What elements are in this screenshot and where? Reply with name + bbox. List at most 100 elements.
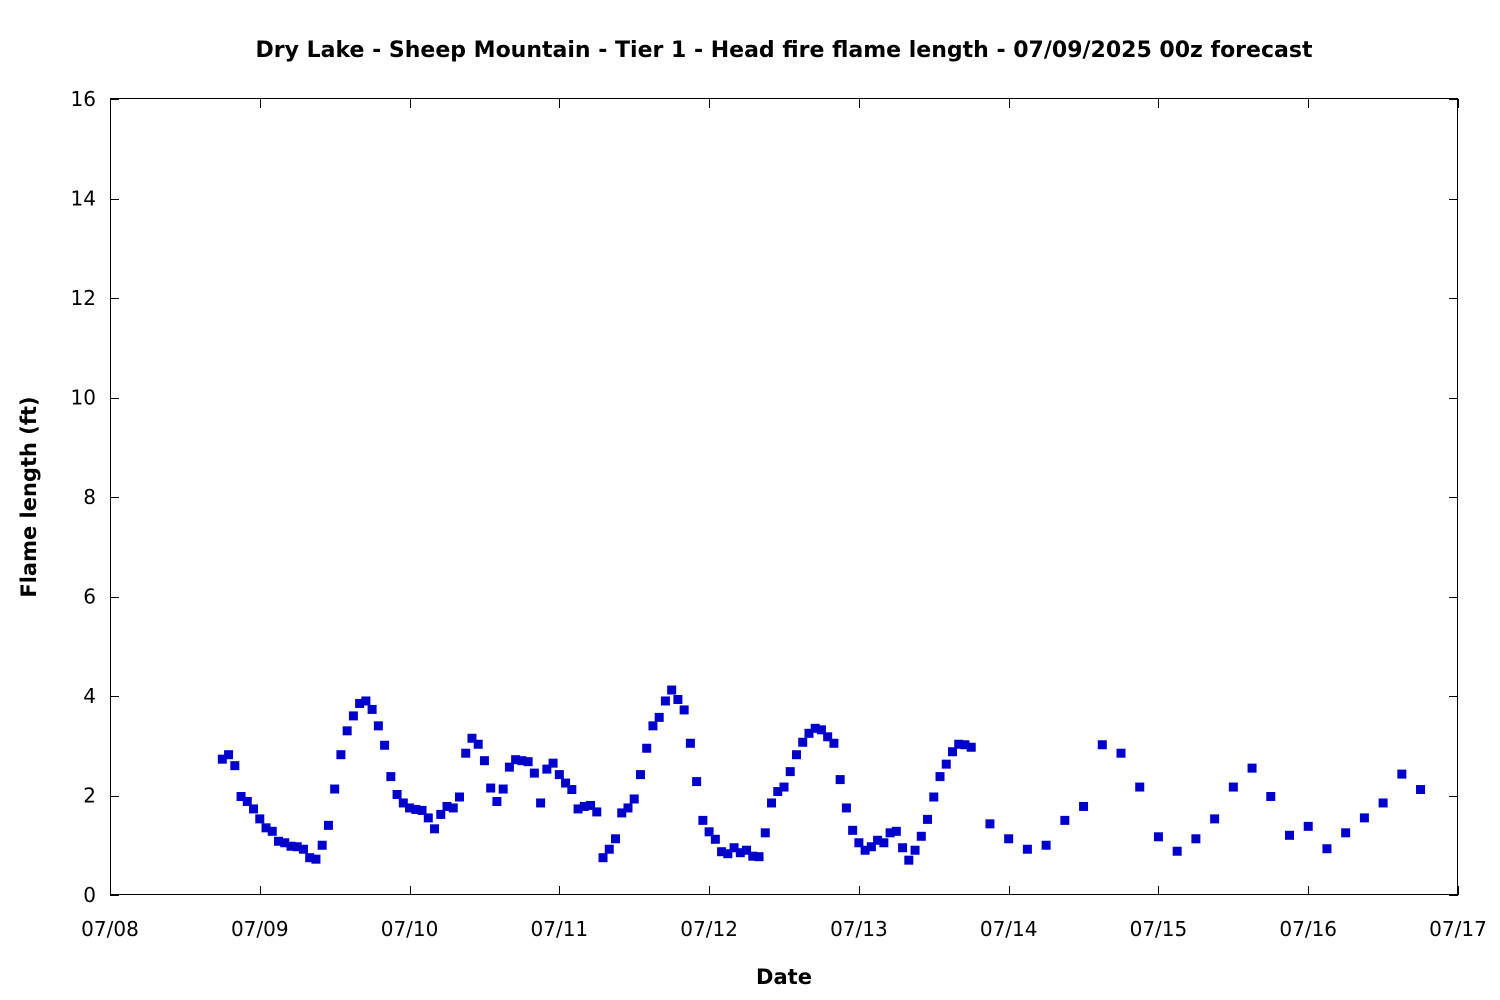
data-point xyxy=(1116,748,1126,758)
data-point xyxy=(1285,830,1294,840)
data-point xyxy=(467,733,477,743)
data-point xyxy=(529,768,539,778)
data-point xyxy=(1416,785,1426,795)
data-point xyxy=(1097,740,1107,750)
data-point xyxy=(698,815,708,825)
data-point xyxy=(411,804,421,814)
data-point xyxy=(311,854,321,864)
data-point xyxy=(598,853,608,863)
data-point xyxy=(623,803,633,813)
data-point xyxy=(511,755,521,765)
data-point xyxy=(380,740,390,750)
data-point xyxy=(1247,763,1257,773)
data-point xyxy=(954,739,964,749)
data-point xyxy=(274,836,283,846)
data-point xyxy=(348,711,358,721)
data-point xyxy=(704,827,714,837)
data-point xyxy=(617,808,627,818)
data-point xyxy=(517,756,527,766)
data-point xyxy=(660,696,670,706)
data-point xyxy=(398,798,408,808)
data-point xyxy=(767,798,777,808)
x-tick-label: 07/17 xyxy=(1429,917,1487,941)
data-point xyxy=(242,796,252,806)
data-point xyxy=(748,851,758,861)
y-axis-label: Flame length (ft) xyxy=(17,396,41,597)
data-point xyxy=(1041,840,1051,850)
data-point xyxy=(823,732,833,742)
data-point xyxy=(579,801,589,811)
data-point xyxy=(985,819,995,829)
data-point xyxy=(592,807,602,817)
data-point xyxy=(554,770,564,780)
data-point xyxy=(1397,769,1407,779)
data-point xyxy=(586,800,596,810)
x-tick-labels: 07/08 07/09 07/10 07/11 07/12 07/13 07/14 07/15… xyxy=(81,917,1487,941)
data-point xyxy=(1378,798,1388,808)
data-point xyxy=(1210,814,1220,824)
data-point xyxy=(685,738,695,748)
data-point xyxy=(941,759,951,769)
data-point xyxy=(336,750,346,760)
y-tick-label: 0 xyxy=(83,883,96,907)
data-point xyxy=(567,785,577,795)
data-point xyxy=(816,725,826,735)
x-tick-label: 07/16 xyxy=(1279,917,1337,941)
x-tick-label: 07/15 xyxy=(1130,917,1188,941)
data-point xyxy=(330,784,340,794)
data-point xyxy=(430,824,440,834)
data-point xyxy=(841,803,851,813)
data-point xyxy=(648,721,658,731)
data-point xyxy=(249,804,259,814)
y-tick-label: 16 xyxy=(71,87,96,111)
data-point xyxy=(1191,834,1201,844)
data-point xyxy=(498,784,508,794)
data-point xyxy=(536,798,546,808)
data-point xyxy=(798,737,808,747)
data-point xyxy=(448,803,458,813)
data-point xyxy=(255,814,265,824)
data-point xyxy=(791,750,801,760)
data-point xyxy=(1079,801,1089,811)
x-tick-label: 07/12 xyxy=(680,917,738,941)
data-point xyxy=(742,845,752,855)
data-point xyxy=(635,770,645,780)
data-point xyxy=(910,845,920,855)
data-point xyxy=(298,844,308,854)
data-point xyxy=(1060,815,1070,825)
data-point xyxy=(236,791,246,801)
data-point xyxy=(342,726,352,736)
data-point xyxy=(773,787,783,797)
data-point xyxy=(542,764,552,774)
data-point xyxy=(891,826,901,836)
data-point xyxy=(280,838,290,848)
data-point xyxy=(873,835,883,845)
data-point xyxy=(779,782,789,792)
data-point xyxy=(292,842,302,852)
data-point xyxy=(629,794,639,804)
data-point xyxy=(486,783,496,793)
data-point xyxy=(405,803,415,813)
data-point xyxy=(1022,844,1032,854)
data-point xyxy=(1228,782,1238,792)
data-point xyxy=(217,754,227,764)
data-point xyxy=(323,820,333,830)
chart-title: Dry Lake - Sheep Mountain - Tier 1 - Hea… xyxy=(256,38,1313,63)
data-point xyxy=(436,809,446,819)
data-point xyxy=(224,750,234,760)
data-point xyxy=(829,738,839,748)
data-point xyxy=(866,842,876,852)
x-tick-label: 07/14 xyxy=(980,917,1038,941)
data-points xyxy=(217,685,1426,865)
data-point xyxy=(916,831,926,841)
data-point xyxy=(854,838,864,848)
data-point xyxy=(885,828,895,838)
data-point xyxy=(804,728,814,738)
data-point xyxy=(929,792,939,802)
y-tick-label: 10 xyxy=(71,386,96,410)
data-point xyxy=(835,775,845,785)
data-point xyxy=(723,849,733,859)
data-point xyxy=(423,813,433,823)
data-point xyxy=(810,723,820,733)
